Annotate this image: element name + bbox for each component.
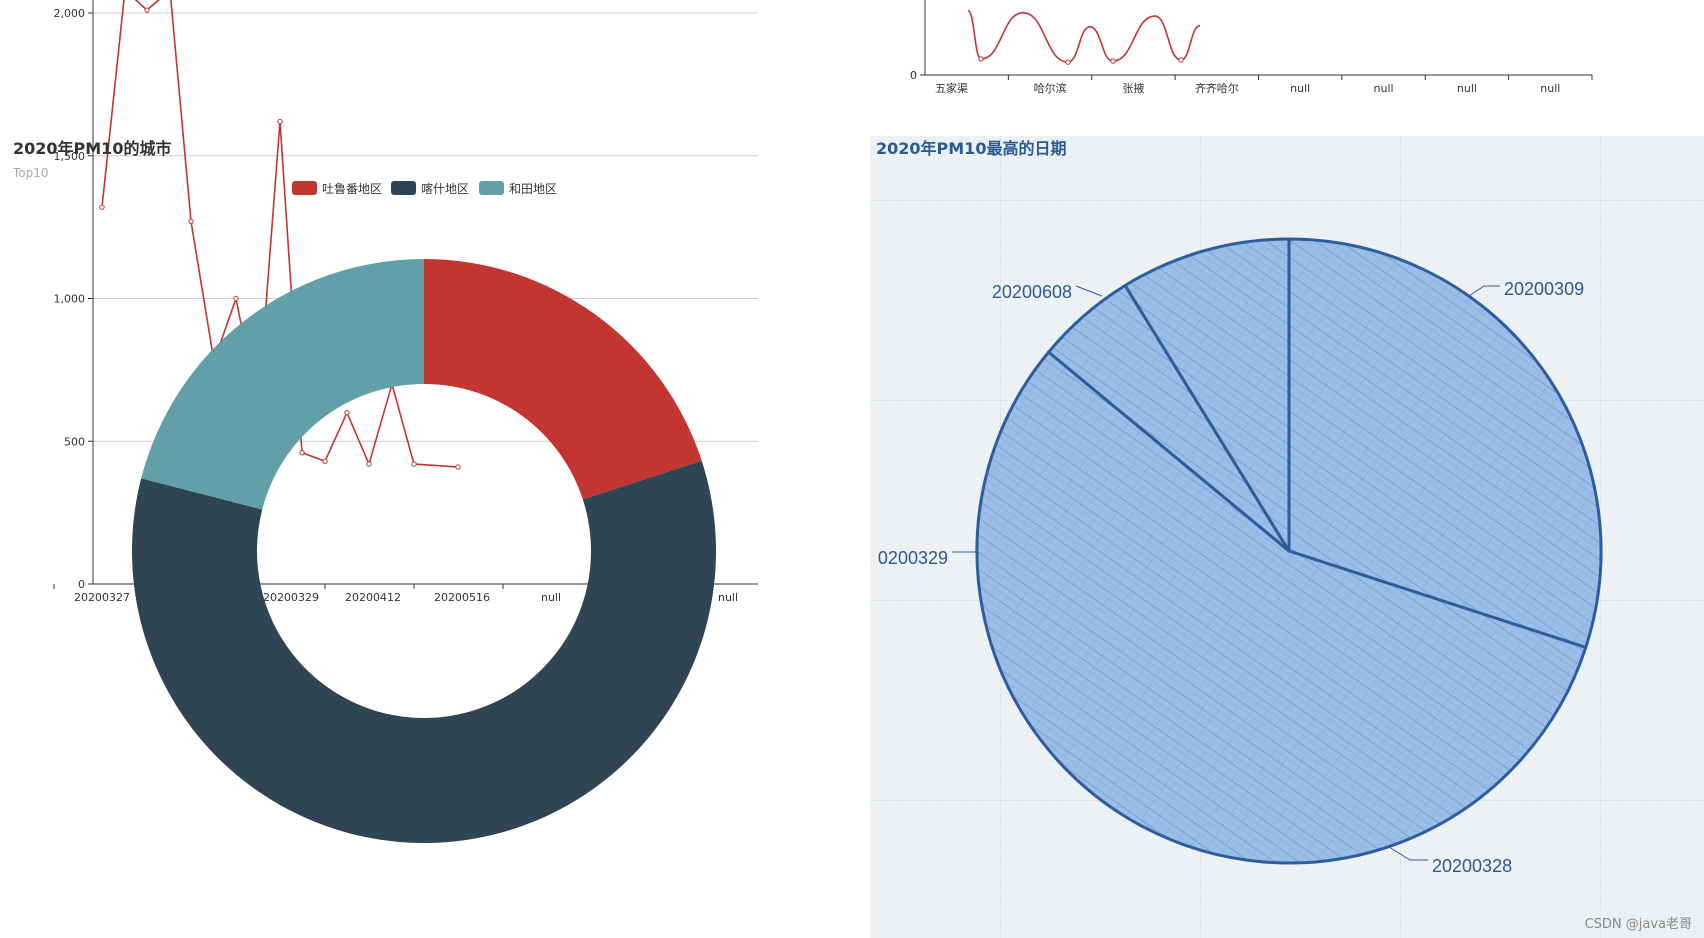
left-x-tick-label: 20200516 [434,591,490,604]
left-line-point[interactable] [411,461,417,467]
top-right-x-tick-label: 张掖 [1122,81,1144,95]
donut-slice-hotan[interactable] [141,259,425,510]
left-line-point[interactable] [344,410,350,416]
top-right-x-tick-label: 齐齐哈尔 [1195,81,1239,95]
line-chart-top-right: 0 五家渠 哈尔滨 张掖 齐齐哈尔 null null null null [910,0,1593,95]
donut-slice-turpan[interactable] [424,259,702,500]
watermark: CSDN @java老哥 [1585,917,1692,932]
donut-legend[interactable]: 吐鲁番地区 喀什地区 和田地区 [292,181,557,196]
left-x-tick-label: 20200327 [74,591,130,604]
sketch-slice-label: 20200309 [1504,279,1584,299]
left-x-tick-label: null [718,591,738,604]
left-y-tick-label: 1,500 [54,150,86,163]
legend-swatch[interactable] [479,181,504,195]
left-line-point[interactable] [366,461,372,467]
left-line-point[interactable] [277,118,283,125]
donut-slice-kashgar[interactable] [131,460,716,843]
left-y-tick-label: 0 [78,578,85,591]
legend-swatch[interactable] [391,181,416,195]
sketch-label-line [1468,285,1500,297]
top-right-x-tick-label: 哈尔滨 [1034,81,1067,95]
sketch-pie-chart: 20200309 20200328 0200329 20200608 [878,237,1603,876]
top-right-y-tick-label: 0 [910,69,917,82]
sketch-slice-20200328[interactable] [975,350,1588,865]
left-line-point[interactable] [455,464,461,470]
legend-swatch[interactable] [292,181,317,195]
sketch-slice-20200309[interactable] [1287,237,1603,649]
top-right-x-tick-label: null [1290,82,1310,95]
left-line-point[interactable] [299,449,305,456]
left-line-point[interactable] [233,295,239,302]
top-right-x-tick-label: 五家渠 [935,81,968,95]
top-right-line-series [967,9,1201,63]
left-line-point[interactable] [99,204,105,210]
left-line-series [101,0,459,468]
left-x-tick-label: 20200412 [345,591,401,604]
top-right-line-point[interactable] [978,56,984,62]
top-right-x-tick-label: null [1540,82,1560,95]
left-y-tick-label: 500 [64,435,85,448]
left-y-tick-label: 1,000 [54,293,86,306]
top-right-line-point[interactable] [1178,57,1184,63]
donut-chart [131,259,716,843]
left-line-point[interactable] [322,458,328,464]
donut-subtitle: Top10 [12,166,49,180]
legend-label[interactable]: 喀什地区 [421,182,469,196]
left-line-point[interactable] [188,218,194,225]
sketch-slice-label: 20200328 [1432,856,1512,876]
sketch-slice-20200608[interactable] [1123,237,1291,553]
left-x-tick-label: 20200329 [263,591,319,604]
sketch-slice-label: 0200329 [878,548,948,568]
sketch-pie-title: 2020年PM10最高的日期 [876,139,1066,158]
left-x-tick-label: null [541,591,561,604]
sketch-label-line [1388,846,1428,861]
top-right-x-tick-label: null [1374,82,1394,95]
legend-label[interactable]: 吐鲁番地区 [322,182,382,196]
top-right-x-tick-label: null [1457,82,1477,95]
left-y-tick-label: 2,000 [54,7,86,20]
top-right-line-point[interactable] [1065,59,1071,65]
donut-title: 2020年PM10的城市 [13,139,171,158]
sketch-slice-label: 20200608 [992,282,1072,302]
top-right-line-point[interactable] [1110,58,1116,64]
left-line-point[interactable] [144,7,150,13]
legend-label[interactable]: 和田地区 [509,182,557,196]
sketch-label-line [1075,285,1103,297]
